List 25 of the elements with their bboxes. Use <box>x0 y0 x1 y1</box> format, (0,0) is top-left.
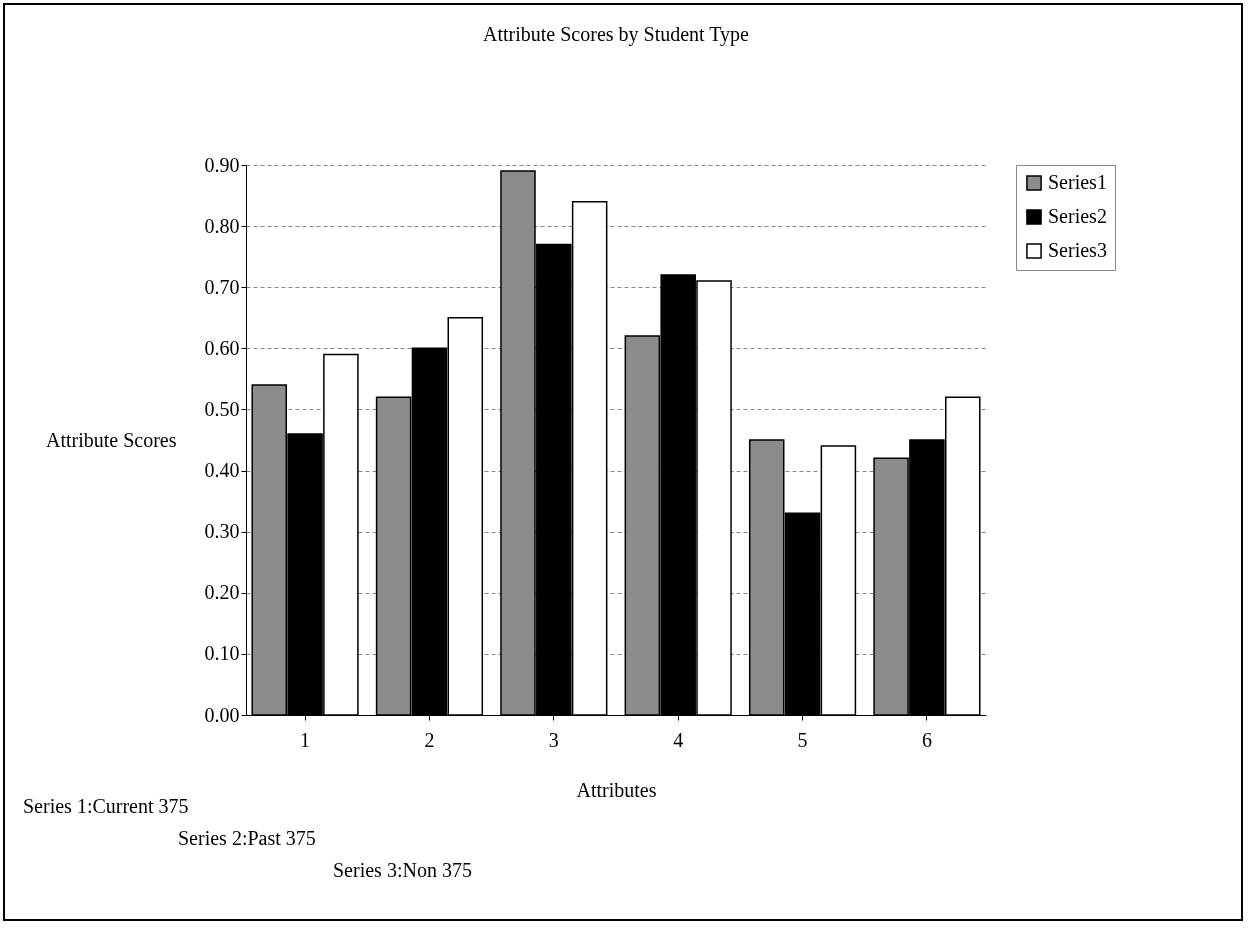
text: Series 3:Non 375 <box>333 859 472 883</box>
y-tick-label: 0.30 <box>204 520 240 543</box>
x-tick-label: 5 <box>797 728 808 751</box>
x-tick-label: 3 <box>548 728 559 751</box>
y-tick-label: 0.50 <box>204 397 240 420</box>
text: Series 2:Past 375 <box>178 827 317 851</box>
y-tick-label: 0.00 <box>204 703 240 726</box>
x-tick-label: 1 <box>300 728 311 751</box>
legend-label: Series2 <box>1048 205 1107 227</box>
legend-label: Series1 <box>1048 171 1107 193</box>
y-tick-label: 0.20 <box>204 581 240 604</box>
y-tick-label: 0.10 <box>204 642 240 665</box>
x-tick-label: 6 <box>921 728 932 751</box>
y-tick-label: 0.70 <box>204 275 240 298</box>
y-tick-label: 0.60 <box>204 336 240 359</box>
legend-label: Series3 <box>1048 239 1107 261</box>
text: Series 1:Current 375 <box>23 795 190 819</box>
y-axis-title: Attribute Scores <box>45 428 177 451</box>
x-tick-label: 2 <box>424 728 435 751</box>
x-axis-title: Attributes <box>576 778 657 801</box>
y-tick-label: 0.90 <box>204 153 240 176</box>
chart-title: Attribute Scores by Student Type <box>483 23 750 46</box>
y-tick-label: 0.80 <box>204 214 240 237</box>
x-tick-label: 4 <box>673 728 684 751</box>
y-tick-label: 0.40 <box>204 459 240 482</box>
